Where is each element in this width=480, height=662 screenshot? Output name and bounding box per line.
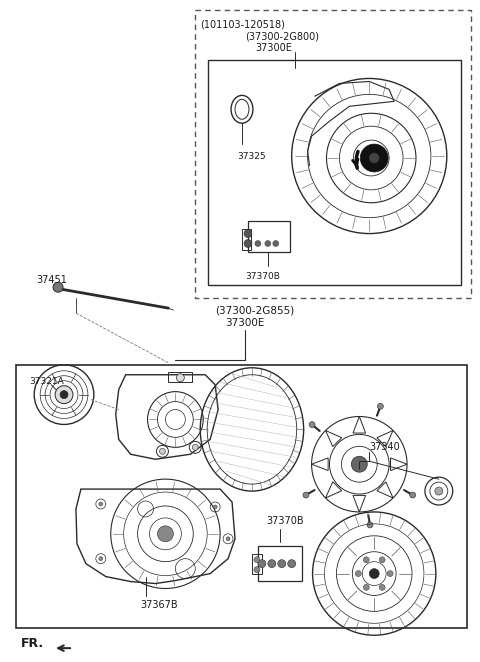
Circle shape (176, 374, 184, 382)
Text: FR.: FR. (21, 637, 44, 649)
Bar (195, 10, 471, 298)
Bar (208, 60, 461, 285)
Circle shape (226, 537, 230, 541)
Circle shape (355, 571, 361, 577)
Circle shape (213, 505, 217, 509)
Circle shape (303, 492, 309, 498)
Circle shape (387, 571, 393, 577)
Circle shape (244, 240, 252, 248)
Circle shape (435, 487, 443, 495)
Circle shape (53, 282, 63, 292)
Circle shape (379, 585, 385, 591)
Circle shape (360, 144, 388, 172)
Circle shape (192, 444, 198, 450)
Text: 37370B: 37370B (266, 516, 303, 526)
Circle shape (268, 559, 276, 567)
Circle shape (377, 403, 384, 409)
Text: (37300-2G855): (37300-2G855) (215, 305, 294, 315)
Circle shape (351, 456, 367, 472)
Text: 37300E: 37300E (225, 318, 264, 328)
Circle shape (265, 240, 271, 246)
Circle shape (363, 557, 369, 563)
Bar (168, 372, 192, 382)
Circle shape (278, 559, 286, 567)
Circle shape (244, 230, 252, 238)
Text: 37340: 37340 (369, 442, 400, 452)
Circle shape (254, 557, 260, 563)
Circle shape (159, 448, 166, 454)
Circle shape (288, 559, 296, 567)
Circle shape (379, 557, 385, 563)
Circle shape (60, 391, 68, 399)
Circle shape (55, 386, 73, 404)
Circle shape (363, 150, 379, 166)
Text: (101103-120518): (101103-120518) (200, 20, 285, 30)
Circle shape (99, 502, 103, 506)
Circle shape (254, 567, 260, 573)
Circle shape (258, 559, 266, 567)
Bar (242, 228, 251, 250)
Text: 37451: 37451 (36, 275, 67, 285)
Text: 37370B: 37370B (245, 272, 280, 281)
Circle shape (410, 492, 416, 498)
Text: 37300E: 37300E (255, 42, 292, 53)
Circle shape (369, 153, 379, 163)
Text: (37300-2G800): (37300-2G800) (245, 32, 319, 42)
Circle shape (309, 422, 315, 428)
Bar (248, 220, 290, 252)
Circle shape (99, 557, 103, 561)
Circle shape (255, 240, 261, 246)
Bar (252, 553, 262, 573)
Text: 37325: 37325 (237, 152, 265, 160)
Circle shape (369, 569, 379, 579)
Text: 37367B: 37367B (141, 600, 178, 610)
Circle shape (367, 522, 373, 528)
Text: 37321A: 37321A (29, 377, 64, 386)
Circle shape (363, 585, 369, 591)
Circle shape (157, 526, 173, 542)
Circle shape (273, 240, 279, 246)
Bar (258, 545, 301, 581)
Bar (16, 365, 467, 628)
